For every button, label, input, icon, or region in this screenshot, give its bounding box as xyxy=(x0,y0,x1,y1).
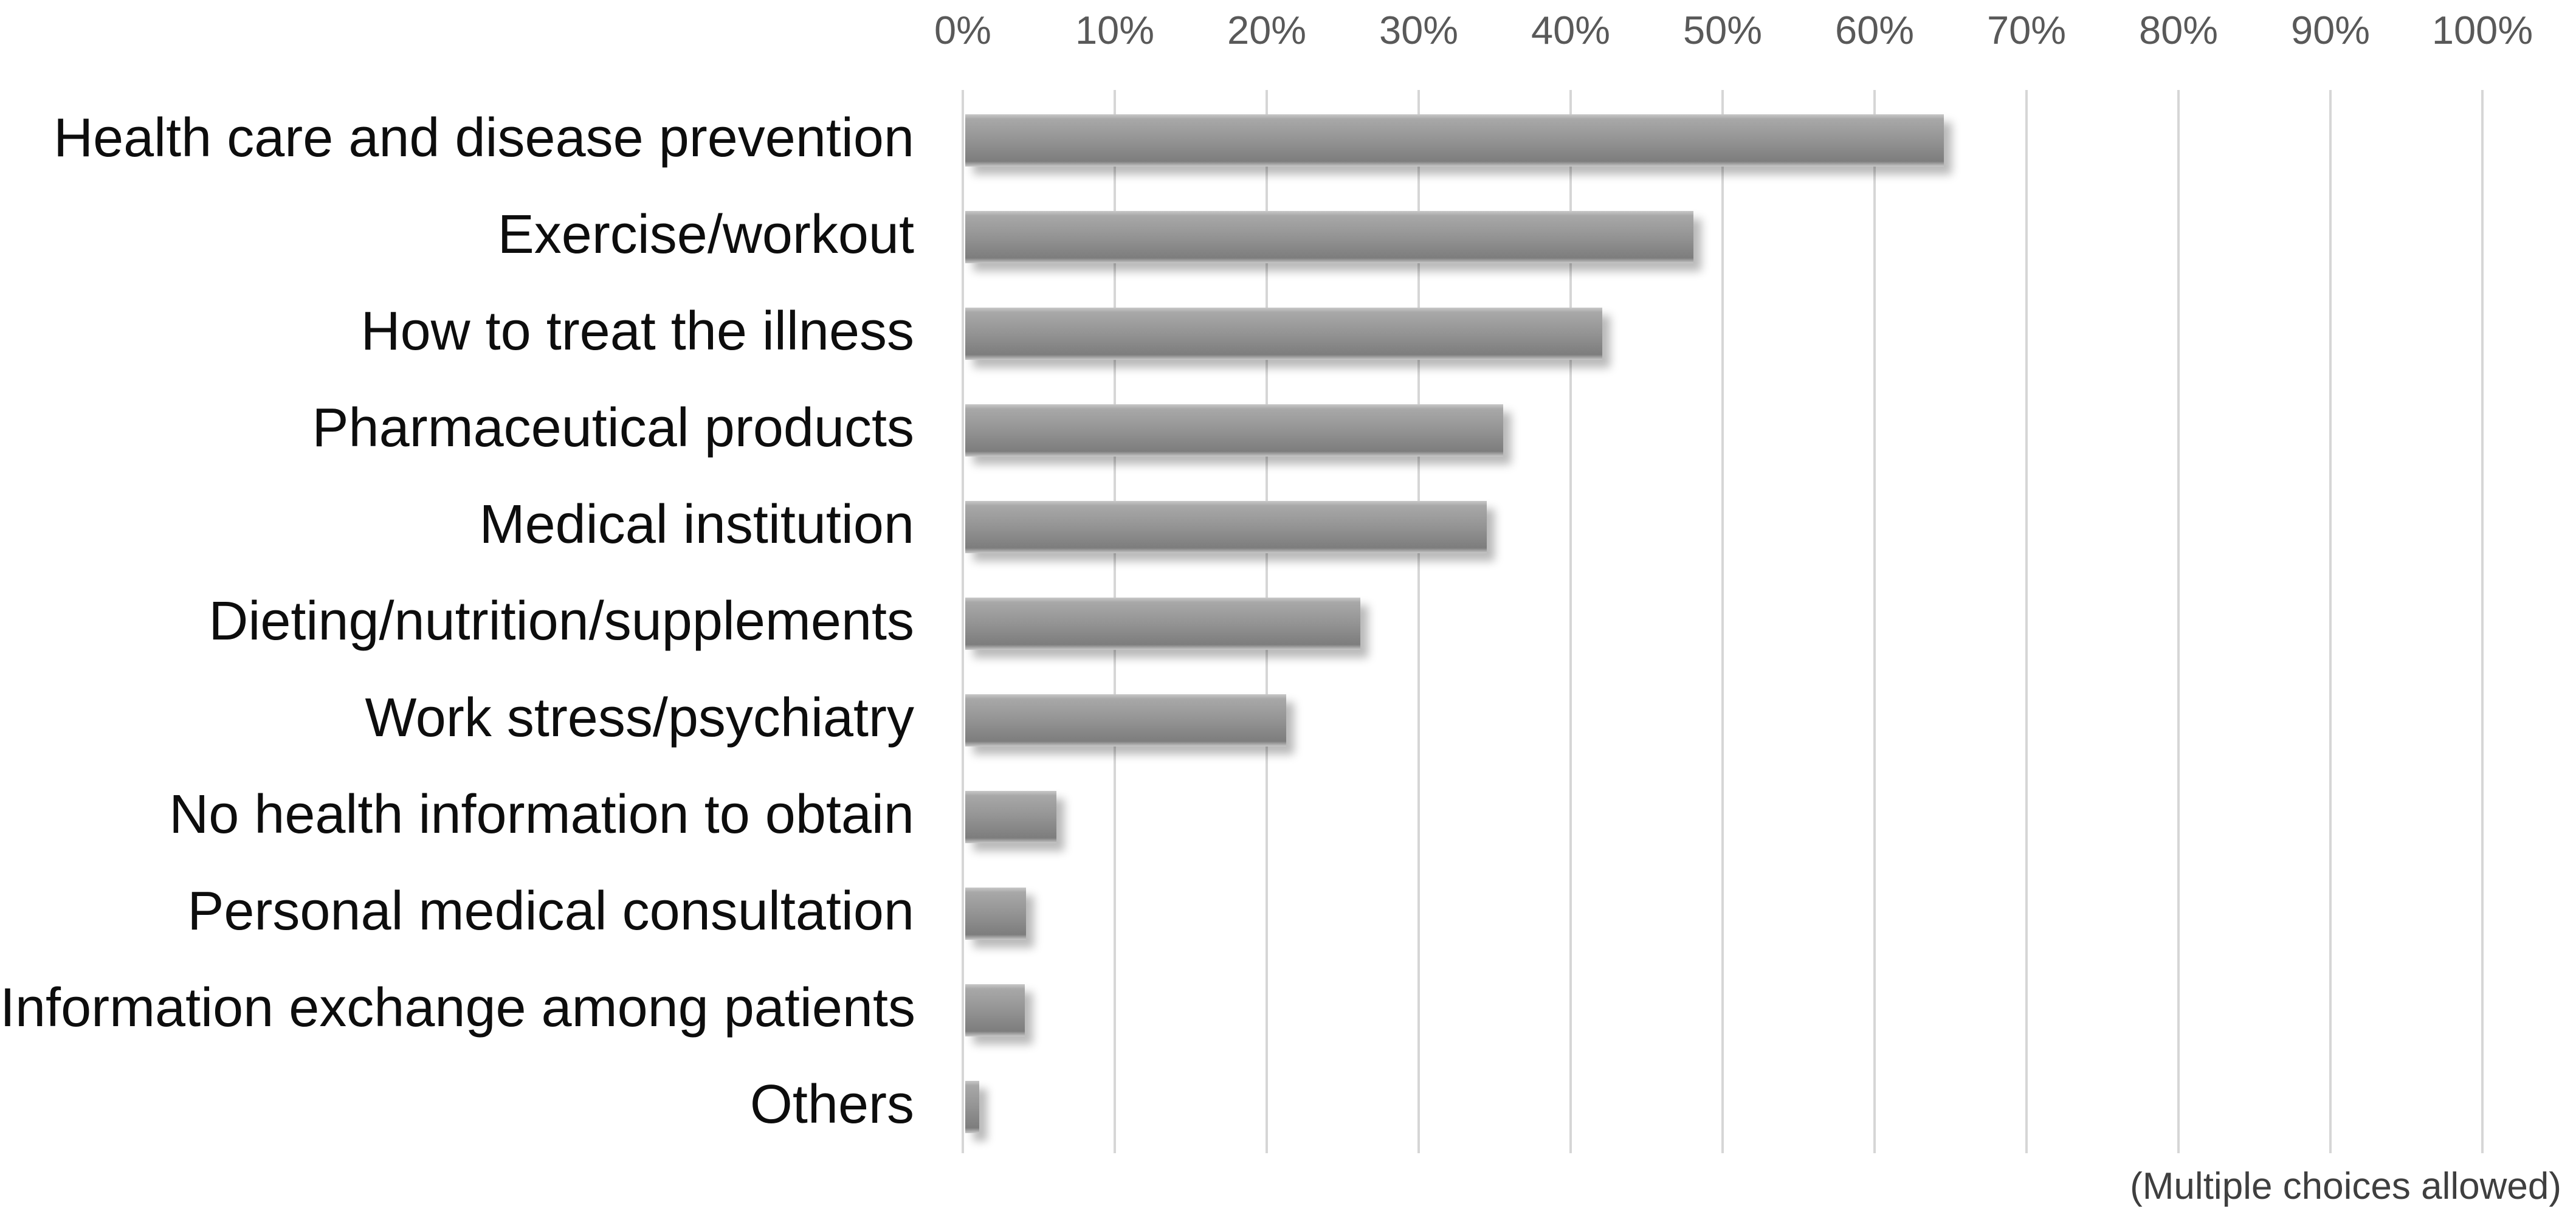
gridline xyxy=(2177,90,2180,1153)
x-tick-label: 20% xyxy=(1227,8,1307,52)
x-tick-label: 50% xyxy=(1682,8,1763,52)
bar xyxy=(965,308,1602,360)
bar xyxy=(965,984,1025,1036)
gridline xyxy=(2025,90,2028,1153)
bar xyxy=(965,114,1944,167)
category-label: Health care and disease prevention xyxy=(53,108,914,168)
category-label: Dieting/nutrition/supplements xyxy=(208,591,914,652)
y-axis-line xyxy=(962,90,964,1153)
x-axis: 0% 10% 20% 30% 40% 50% 60% 70% 80% 90% 100% xyxy=(934,6,2533,61)
bar xyxy=(965,598,1360,650)
gridline xyxy=(1873,90,1876,1153)
x-tick-label: 60% xyxy=(1834,8,1915,52)
x-tick-label: 10% xyxy=(1075,8,1155,52)
gridline xyxy=(1569,90,1572,1153)
bar xyxy=(965,1081,979,1133)
plot-area xyxy=(962,90,2484,1153)
gridline xyxy=(1417,90,1420,1153)
bar xyxy=(965,501,1487,553)
category-label: How to treat the illness xyxy=(360,301,914,362)
category-label: Information exchange among patients xyxy=(0,978,915,1038)
bar xyxy=(965,888,1026,940)
bar xyxy=(965,404,1503,457)
gridline xyxy=(1721,90,1724,1153)
bar xyxy=(965,694,1286,747)
x-tick-label: 70% xyxy=(1986,8,2067,52)
category-label: Work stress/psychiatry xyxy=(365,688,914,748)
category-label: No health information to obtain xyxy=(169,784,914,845)
x-tick-label: 100% xyxy=(2431,8,2533,52)
category-label: Others xyxy=(749,1074,914,1135)
gridline xyxy=(2329,90,2332,1153)
x-tick-label: 90% xyxy=(2290,8,2371,52)
x-tick-label: 30% xyxy=(1379,8,1459,52)
category-label: Personal medical consultation xyxy=(187,881,914,942)
category-label: Exercise/workout xyxy=(497,204,914,265)
category-label: Medical institution xyxy=(479,494,914,555)
x-tick-label: 80% xyxy=(2138,8,2219,52)
bar xyxy=(965,791,1056,843)
gridline xyxy=(2481,90,2484,1153)
bar xyxy=(965,211,1693,263)
category-label: Pharmaceutical products xyxy=(312,398,914,458)
category-axis: Health care and disease prevention Exerci… xyxy=(0,90,938,1153)
x-tick-label: 0% xyxy=(934,8,991,52)
footnote: (Multiple choices allowed) xyxy=(2130,1165,2561,1207)
x-tick-label: 40% xyxy=(1531,8,1611,52)
